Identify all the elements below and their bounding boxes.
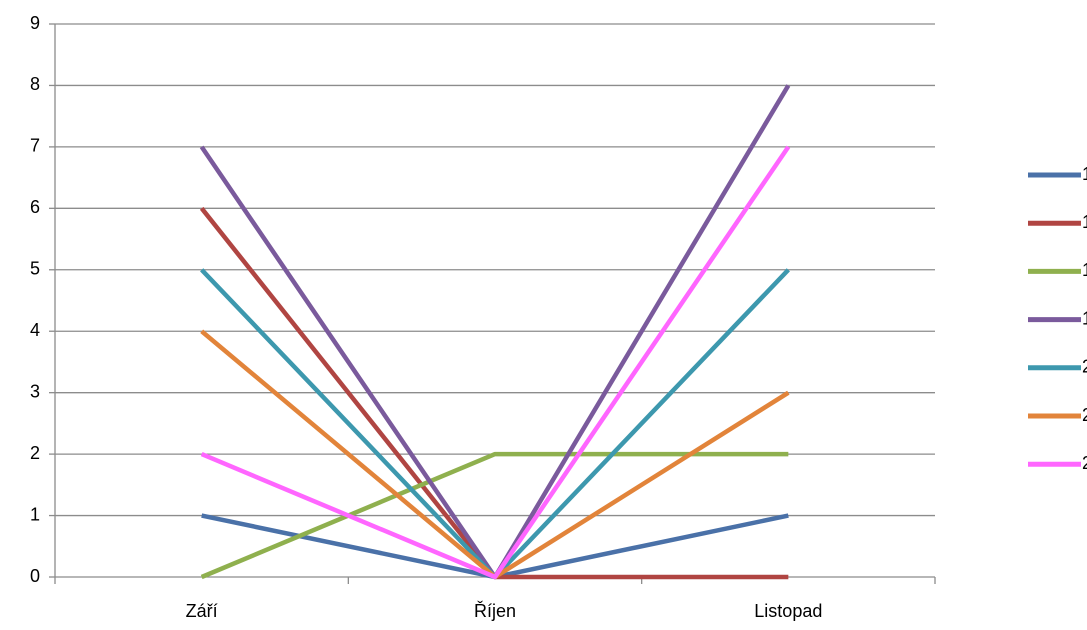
legend-label: 2010 xyxy=(1082,405,1087,425)
y-tick-label: 0 xyxy=(30,566,40,586)
y-tick-label: 4 xyxy=(30,320,40,340)
legend-label: 1995 xyxy=(1082,308,1087,328)
y-tick-label: 9 xyxy=(30,13,40,33)
y-tick-label: 5 xyxy=(30,259,40,279)
series-line xyxy=(201,513,789,580)
y-tick-label: 1 xyxy=(30,504,40,524)
y-tick-label: 3 xyxy=(30,381,40,401)
x-tick-label: Září xyxy=(186,601,218,621)
legend-label: 2007 xyxy=(1082,357,1087,377)
y-tick-label: 6 xyxy=(30,197,40,217)
x-tick-label: Listopad xyxy=(754,601,822,621)
x-tick-label: Říjen xyxy=(474,601,516,621)
legend-label: 1961 xyxy=(1082,164,1087,184)
legend-label: 1982 xyxy=(1082,260,1087,280)
legend-label: 1965 xyxy=(1082,212,1087,232)
y-tick-label: 2 xyxy=(30,443,40,463)
series-line xyxy=(200,145,791,580)
y-tick-label: 8 xyxy=(30,74,40,94)
y-tick-label: 7 xyxy=(30,136,40,156)
legend-label: 2018 xyxy=(1082,453,1087,473)
